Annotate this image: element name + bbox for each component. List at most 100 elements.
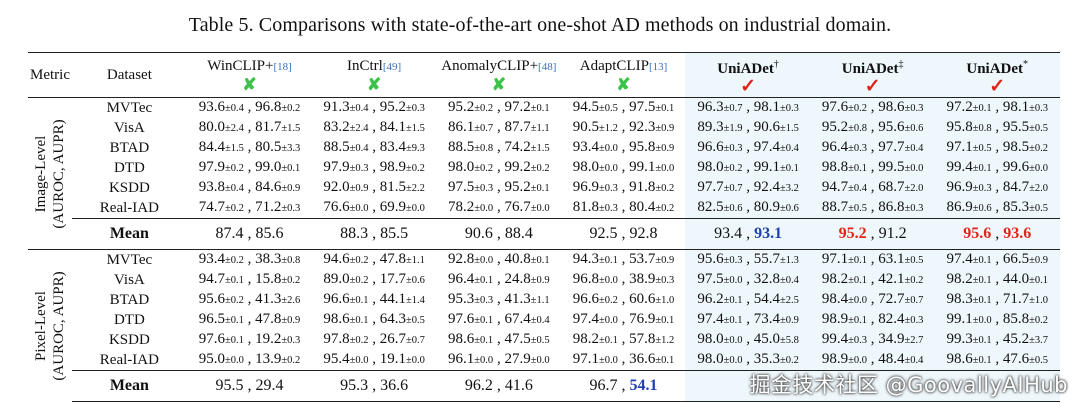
auroc-value: 90.5 [572,119,599,135]
auroc-std: ±0.3 [474,183,494,194]
separator: , [991,225,1004,242]
separator: , [617,377,630,394]
aupr-value: 98.5 [1002,139,1030,155]
comparison-table: Metric Dataset WinCLIP+[18] ✘ InCtrl[49] ✘ Ano… [28,52,1060,402]
mean-cell: 88.3 , 85.5 [312,218,436,250]
mean-aupr: 92.8 [629,225,658,242]
aupr-value: 15.8 [255,271,282,287]
aupr-std: ±0.3 [904,315,924,326]
auroc-value: 97.4 [946,251,973,267]
auroc-std: ±0.1 [349,315,369,326]
auroc-std: ±0.8 [972,123,992,134]
aupr-value: 81.7 [255,119,282,135]
auroc-value: 96.4 [821,139,849,155]
separator: , [742,271,754,287]
mean-cell: 96.7 , 54.1 [561,370,686,402]
auroc-std: ±0.0 [599,163,618,174]
auroc-std: ±0.3 [349,163,369,174]
method-header: AdaptCLIP[13] ✘ [561,52,686,98]
aupr-value: 96.8 [255,99,282,115]
score-cell: 95.6±0.3 , 55.7±1.3 [685,249,811,270]
score-cell: 98.0±0.2 , 99.2±0.2 [436,158,562,178]
auroc-value: 98.9 [821,351,849,367]
separator: , [243,271,256,287]
separator: , [742,251,754,267]
aupr-value: 90.6 [753,119,780,135]
level-metric: (AUROC, AUPR) [50,271,67,381]
score-cell: 97.5±0.0 , 32.8±0.4 [685,270,811,290]
aupr-std: ±0.1 [281,163,301,174]
aupr-value: 48.4 [878,351,905,367]
mean-auroc: 95.2 [838,225,867,242]
score-cell: 93.4±0.0 , 95.8±0.9 [562,138,686,158]
aupr-value: 92.3 [629,119,656,135]
aupr-std: ±1.1 [530,123,550,134]
separator: , [493,119,505,135]
aupr-value: 72.7 [878,291,905,307]
dataset-name: BTAD [109,291,150,308]
aupr-value: 99.5 [878,159,905,175]
auroc-value: 97.6 [821,99,849,115]
check-mark-icon: ✓ [740,75,757,97]
separator: , [493,331,505,347]
auroc-value: 95.3 [448,291,475,307]
score-cell: 97.4±0.0 , 76.9±0.1 [562,310,686,330]
score-cell: 97.1±0.0 , 36.6±0.1 [562,350,686,371]
separator: , [991,251,1003,267]
separator: , [867,99,879,115]
score-cell: 97.4±0.1 , 66.5±0.9 [934,249,1060,270]
auroc-value: 88.7 [821,199,849,215]
score-cell: 99.1±0.0 , 85.8±0.2 [934,310,1060,330]
method-name: InCtrl [347,57,383,74]
dataset-name: Real-IAD [99,199,159,216]
level-label: Image-Level (AUROC, AUPR) [32,119,68,228]
mean-auroc: 96.2 [464,377,493,394]
separator: , [991,311,1003,327]
score-cell: 92.0±0.9 , 81.5±2.2 [312,178,436,198]
score-cell: 94.5±0.5 , 97.5±0.1 [562,98,686,119]
auroc-std: ±2.4 [225,123,244,134]
separator: , [742,225,755,242]
auroc-value: 96.9 [946,179,973,195]
aupr-value: 98.1 [753,99,780,115]
separator: , [368,251,380,267]
separator: , [617,99,630,115]
method-name: WinCLIP+ [207,57,274,74]
auroc-std: ±0.1 [972,295,992,306]
score-cell: 94.6±0.2 , 47.8±1.1 [312,249,436,270]
auroc-value: 97.4 [697,311,724,327]
aupr-value: 17.7 [379,271,406,287]
aupr-value: 41.3 [255,291,282,307]
auroc-value: 98.8 [821,159,849,175]
aupr-std: ±0.0 [530,355,550,366]
score-cell: 96.4±0.3 , 97.7±0.4 [810,138,935,158]
auroc-value: 99.3 [946,331,973,347]
separator: , [617,331,630,347]
aupr-std: ±0.1 [530,255,550,266]
aupr-value: 55.7 [753,251,780,267]
table-row: BTAD 84.4±1.5 , 80.5±3.3 88.5±0.4 , 83.4±9… [28,138,1060,158]
score-cell: 99.3±0.1 , 45.2±3.7 [934,330,1060,350]
score-cell: 95.8±0.8 , 95.5±0.5 [934,118,1060,138]
aupr-value: 99.6 [1002,159,1030,175]
auroc-std: ±0.2 [225,295,244,306]
table-row: BTAD 95.6±0.2 , 41.3±2.6 96.6±0.1 , 44.1±1… [28,290,1060,310]
method-name: AdaptCLIP [579,57,649,74]
auroc-value: 94.7 [821,179,849,195]
auroc-value: 86.9 [946,199,973,215]
separator: , [617,159,630,175]
aupr-std: ±0.1 [655,315,675,326]
auroc-std: ±0.0 [474,355,494,366]
aupr-std: ±1.5 [779,123,799,134]
aupr-std: ±0.9 [779,315,799,326]
separator: , [617,179,630,195]
aupr-std: ±0.9 [655,123,675,134]
aupr-std: ±0.9 [530,275,550,286]
method-name: AnomalyCLIP+ [441,57,539,74]
score-cell: 80.0±2.4 , 81.7±1.5 [187,118,313,138]
auroc-value: 97.6 [448,311,475,327]
mean-aupr: 85.6 [255,225,284,242]
aupr-value: 27.9 [504,351,531,367]
mean-aupr: 93.6 [1003,225,1032,242]
auroc-std: ±0.0 [349,355,369,366]
